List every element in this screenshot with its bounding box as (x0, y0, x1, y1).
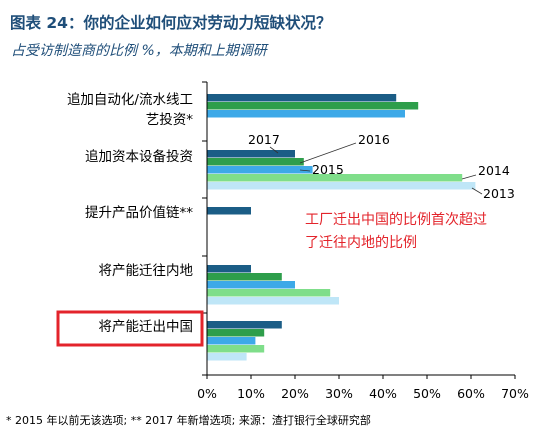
chart-title: 图表 24：你的企业如何应对劳动力短缺状况？ (10, 14, 332, 32)
legend-leader-2014 (461, 174, 477, 180)
bar-2013-1 (207, 182, 476, 190)
bar-2015-4 (207, 337, 256, 345)
x-tick-label-0: 0% (197, 386, 217, 401)
bar-2016-4 (207, 329, 265, 337)
bar-2016-1 (207, 158, 304, 166)
legend-leader-2016 (299, 142, 357, 164)
bar-2014-3 (207, 289, 331, 297)
bar-2014-1 (207, 174, 463, 182)
bar-2016-3 (207, 273, 282, 281)
x-tick-label-1: 10% (237, 386, 265, 401)
series-label-2015: 2015 (312, 162, 344, 177)
bar-2015-3 (207, 281, 295, 289)
category-label-1-0: 追加资本设备投资 (85, 148, 193, 165)
category-label-3-0: 将产能迁往内地 (99, 263, 194, 279)
chart-footnote: * 2015 年以前无该选项; ** 2017 年新增选项; 来源：渣打银行全球… (6, 414, 371, 427)
category-label-4-0: 将产能迁出中国 (99, 319, 194, 335)
series-label-2016: 2016 (358, 132, 390, 147)
bar-2017-0 (207, 94, 397, 102)
legend-leader-2013 (471, 187, 483, 195)
chart-subtitle: 占受访制造商的比例 %，本期和上期调研 (11, 43, 267, 59)
bar-2016-0 (207, 102, 419, 110)
x-tick-label-7: 70% (501, 386, 529, 401)
category-label-2-0: 提升产品价值链** (85, 205, 193, 221)
series-label-2013: 2013 (483, 186, 515, 201)
category-label-0-1: 艺投资* (146, 112, 193, 128)
legend-leader-2017 (269, 146, 279, 154)
bar-2013-3 (207, 297, 339, 305)
bar-2013-4 (207, 353, 247, 361)
legend-leader-2015 (299, 169, 311, 172)
annotation-line-1: 工厂迁出中国的比例首次超过 (305, 212, 487, 228)
bar-2017-2 (207, 207, 251, 215)
highlight-box (56, 310, 204, 347)
x-tick-label-3: 30% (325, 386, 353, 401)
series-label-2014: 2014 (478, 163, 510, 178)
series-label-2017: 2017 (248, 132, 280, 147)
x-tick-label-4: 40% (369, 386, 397, 401)
bar-2015-0 (207, 110, 405, 118)
bar-2017-3 (207, 265, 251, 273)
x-tick-label-5: 50% (413, 386, 441, 401)
bar-2017-4 (207, 321, 282, 329)
x-tick-label-2: 20% (281, 386, 309, 401)
bar-2014-4 (207, 345, 265, 353)
category-label-0-0: 追加自动化/流水线工 (67, 92, 193, 108)
bar-2015-1 (207, 166, 313, 174)
bar-2017-1 (207, 150, 295, 158)
annotation-line-2: 了迁往内地的比例 (305, 235, 417, 251)
x-tick-label-6: 60% (457, 386, 485, 401)
